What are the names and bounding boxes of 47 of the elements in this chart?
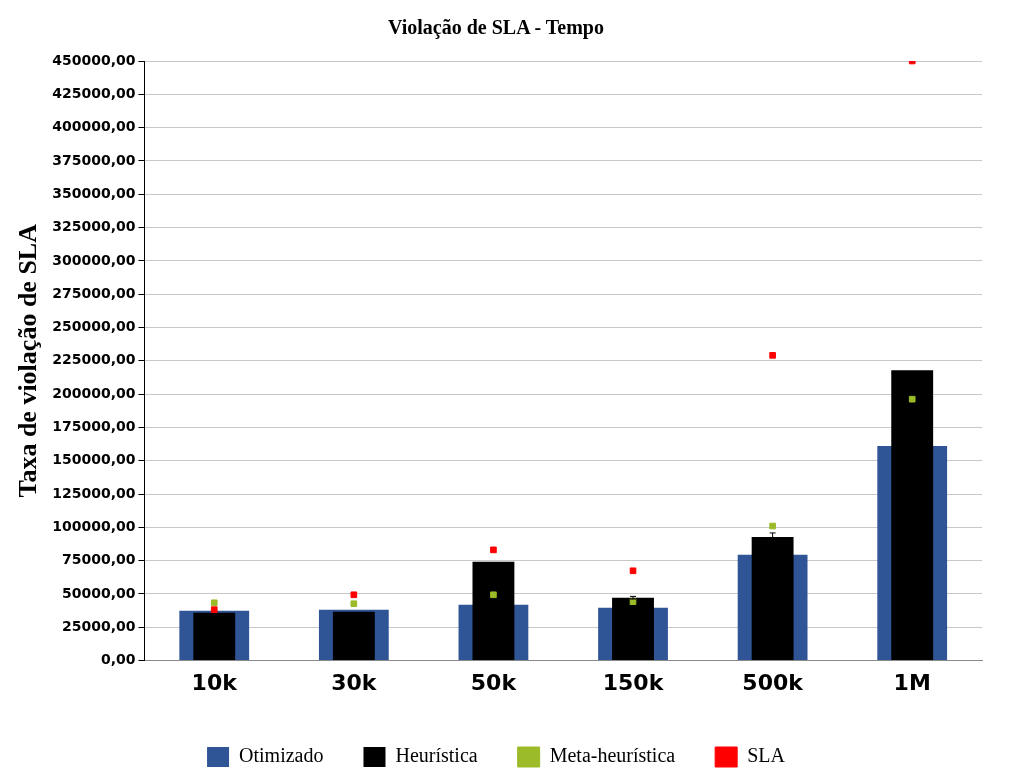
chart-title: Violação de SLA - Tempo xyxy=(388,16,604,40)
bar xyxy=(612,597,654,661)
y-tick-label: 275000,00 xyxy=(52,284,136,301)
y-tick-label: 25000,00 xyxy=(61,617,136,634)
y-tick-label: 400000,00 xyxy=(52,118,136,135)
x-tick-label: 500k xyxy=(742,669,805,695)
y-tick-label: 375000,00 xyxy=(52,151,136,168)
y-tick-label: 225000,00 xyxy=(52,351,136,368)
y-tick-label: 200000,00 xyxy=(52,384,136,401)
x-tick-label: 1M xyxy=(893,669,931,695)
legend-label: SLA xyxy=(747,744,786,767)
bar xyxy=(332,611,375,661)
y-tick-label: 425000,00 xyxy=(52,84,136,101)
y-axis-title: Taxa de violação de SLA xyxy=(13,223,43,498)
y-tick-label: 300000,00 xyxy=(52,251,136,268)
y-tick-label: 175000,00 xyxy=(52,418,136,435)
point xyxy=(210,606,218,614)
y-tick-label: 50000,00 xyxy=(61,584,136,601)
y-tick-label: 100000,00 xyxy=(52,518,136,534)
bar xyxy=(751,536,794,661)
y-tick-label: 325000,00 xyxy=(52,218,136,235)
legend-label: Heurística xyxy=(395,744,478,767)
bar xyxy=(472,561,515,661)
point xyxy=(908,395,916,403)
point xyxy=(769,352,776,359)
point xyxy=(350,600,358,608)
point xyxy=(490,546,497,554)
y-tick-label: 125000,00 xyxy=(52,484,136,501)
point xyxy=(490,591,497,599)
y-tick-label: 0,00 xyxy=(100,651,136,668)
bar xyxy=(891,370,934,661)
point xyxy=(210,599,218,607)
x-tick-label: 150k xyxy=(602,669,665,695)
x-tick-label: 50k xyxy=(470,669,518,695)
legend-label: Otimizado xyxy=(239,744,324,767)
y-tick-label: 450000,00 xyxy=(52,51,136,68)
point xyxy=(629,567,637,575)
legend-label: Meta-heurística xyxy=(549,744,676,767)
y-tick-label: 150000,00 xyxy=(52,451,136,468)
y-tick-label: 350000,00 xyxy=(52,184,136,201)
x-tick-label: 10k xyxy=(191,669,239,695)
point xyxy=(769,522,776,530)
x-tick-label: 30k xyxy=(331,669,378,695)
y-tick-label: 75000,00 xyxy=(61,551,136,568)
y-tick-label: 250000,00 xyxy=(52,318,136,335)
point xyxy=(350,591,358,599)
bar xyxy=(193,612,236,661)
